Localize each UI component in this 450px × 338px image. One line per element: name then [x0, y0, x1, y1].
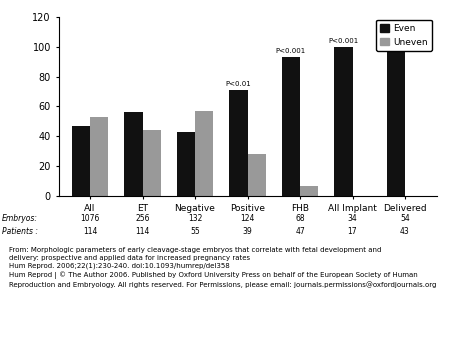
Bar [300, 186, 319, 196]
Text: P<0.001: P<0.001 [328, 38, 359, 44]
Text: 55: 55 [190, 227, 200, 236]
Text: P<0.01: P<0.01 [225, 81, 251, 87]
Text: 68: 68 [295, 214, 305, 222]
Text: 132: 132 [188, 214, 202, 222]
Text: 34: 34 [347, 214, 357, 222]
Text: 47: 47 [295, 227, 305, 236]
Text: P<0.001: P<0.001 [381, 38, 411, 44]
Bar [195, 111, 213, 196]
Bar [334, 47, 352, 196]
Bar [124, 113, 143, 196]
Text: 39: 39 [243, 227, 252, 236]
Bar [248, 154, 266, 196]
Bar [282, 57, 300, 196]
Text: Patients :: Patients : [2, 227, 38, 236]
Bar [176, 132, 195, 196]
Text: 124: 124 [240, 214, 255, 222]
Text: 54: 54 [400, 214, 410, 222]
Text: 1076: 1076 [80, 214, 100, 222]
Bar [387, 47, 405, 196]
Text: Embryos:: Embryos: [2, 214, 38, 222]
Bar [72, 126, 90, 196]
Text: 114: 114 [83, 227, 97, 236]
Text: 256: 256 [135, 214, 150, 222]
Bar [229, 90, 248, 196]
Bar [143, 130, 161, 196]
Text: From: Morphologic parameters of early cleavage-stage embryos that correlate with: From: Morphologic parameters of early cl… [9, 247, 436, 288]
Bar [90, 117, 108, 196]
Text: 17: 17 [348, 227, 357, 236]
Legend: Even, Uneven: Even, Uneven [376, 20, 432, 51]
Text: 114: 114 [135, 227, 150, 236]
Text: 43: 43 [400, 227, 410, 236]
Text: P<0.001: P<0.001 [276, 48, 306, 54]
